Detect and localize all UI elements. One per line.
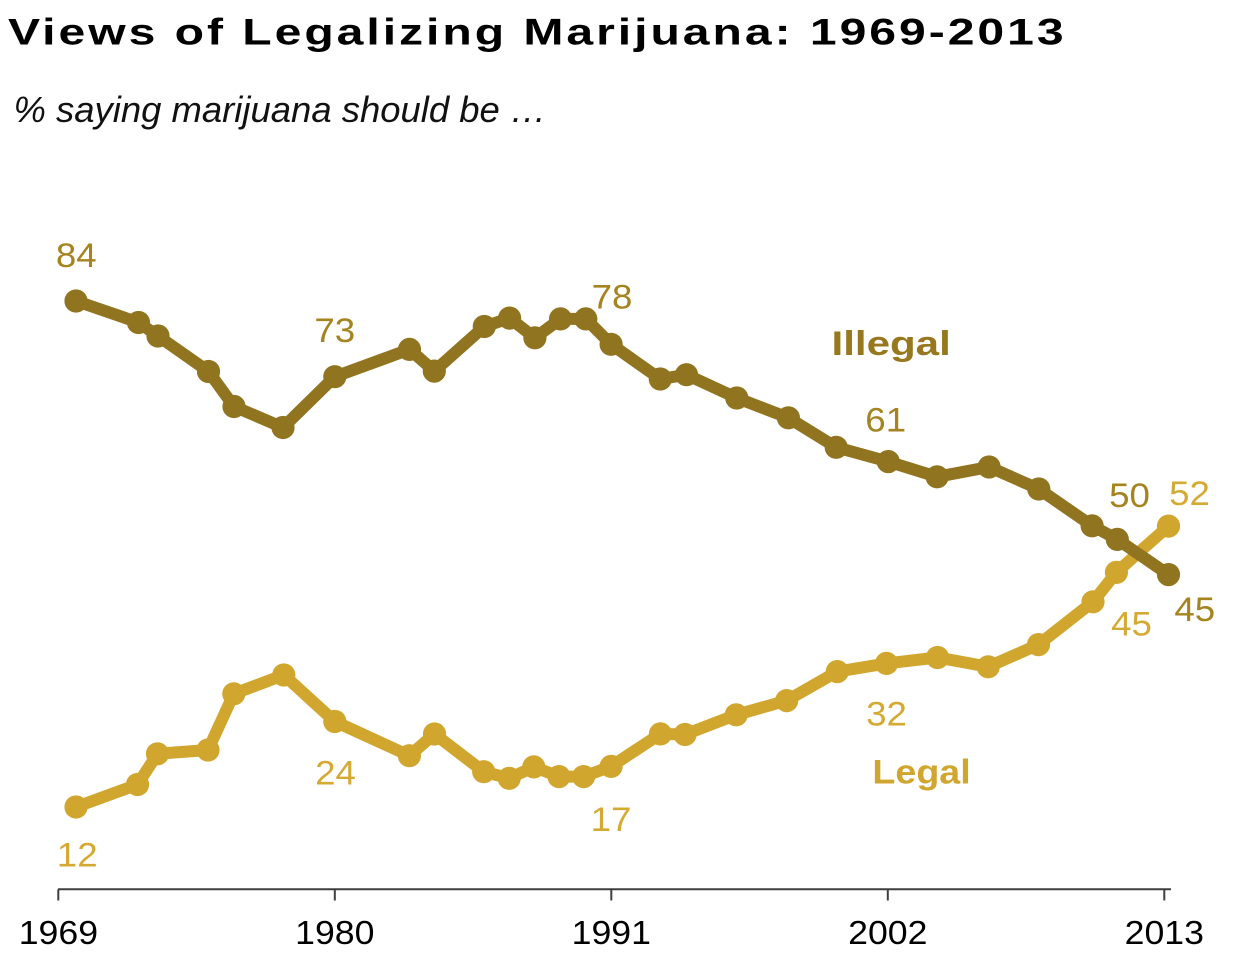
- svg-text:% saying marijuana should be …: % saying marijuana should be …: [14, 89, 547, 130]
- svg-text:50: 50: [1109, 477, 1150, 514]
- svg-text:Illegal: Illegal: [832, 325, 951, 363]
- svg-text:73: 73: [314, 312, 355, 349]
- svg-text:Legal: Legal: [872, 753, 970, 791]
- svg-text:1969: 1969: [19, 915, 98, 952]
- svg-text:45: 45: [1111, 606, 1152, 643]
- svg-text:Views of Legalizing Marijuana:: Views of Legalizing Marijuana: 1969-2013: [8, 12, 1067, 53]
- svg-text:2013: 2013: [1125, 915, 1204, 952]
- svg-text:45: 45: [1174, 591, 1215, 628]
- svg-text:52: 52: [1169, 475, 1210, 512]
- svg-text:24: 24: [315, 755, 356, 792]
- svg-text:2002: 2002: [848, 915, 927, 952]
- svg-text:61: 61: [865, 402, 906, 439]
- svg-text:78: 78: [592, 279, 633, 316]
- svg-text:17: 17: [591, 801, 632, 838]
- svg-text:12: 12: [57, 837, 98, 874]
- svg-text:1980: 1980: [295, 915, 374, 952]
- svg-text:84: 84: [56, 237, 97, 274]
- svg-text:32: 32: [866, 696, 907, 733]
- svg-text:1991: 1991: [572, 915, 651, 952]
